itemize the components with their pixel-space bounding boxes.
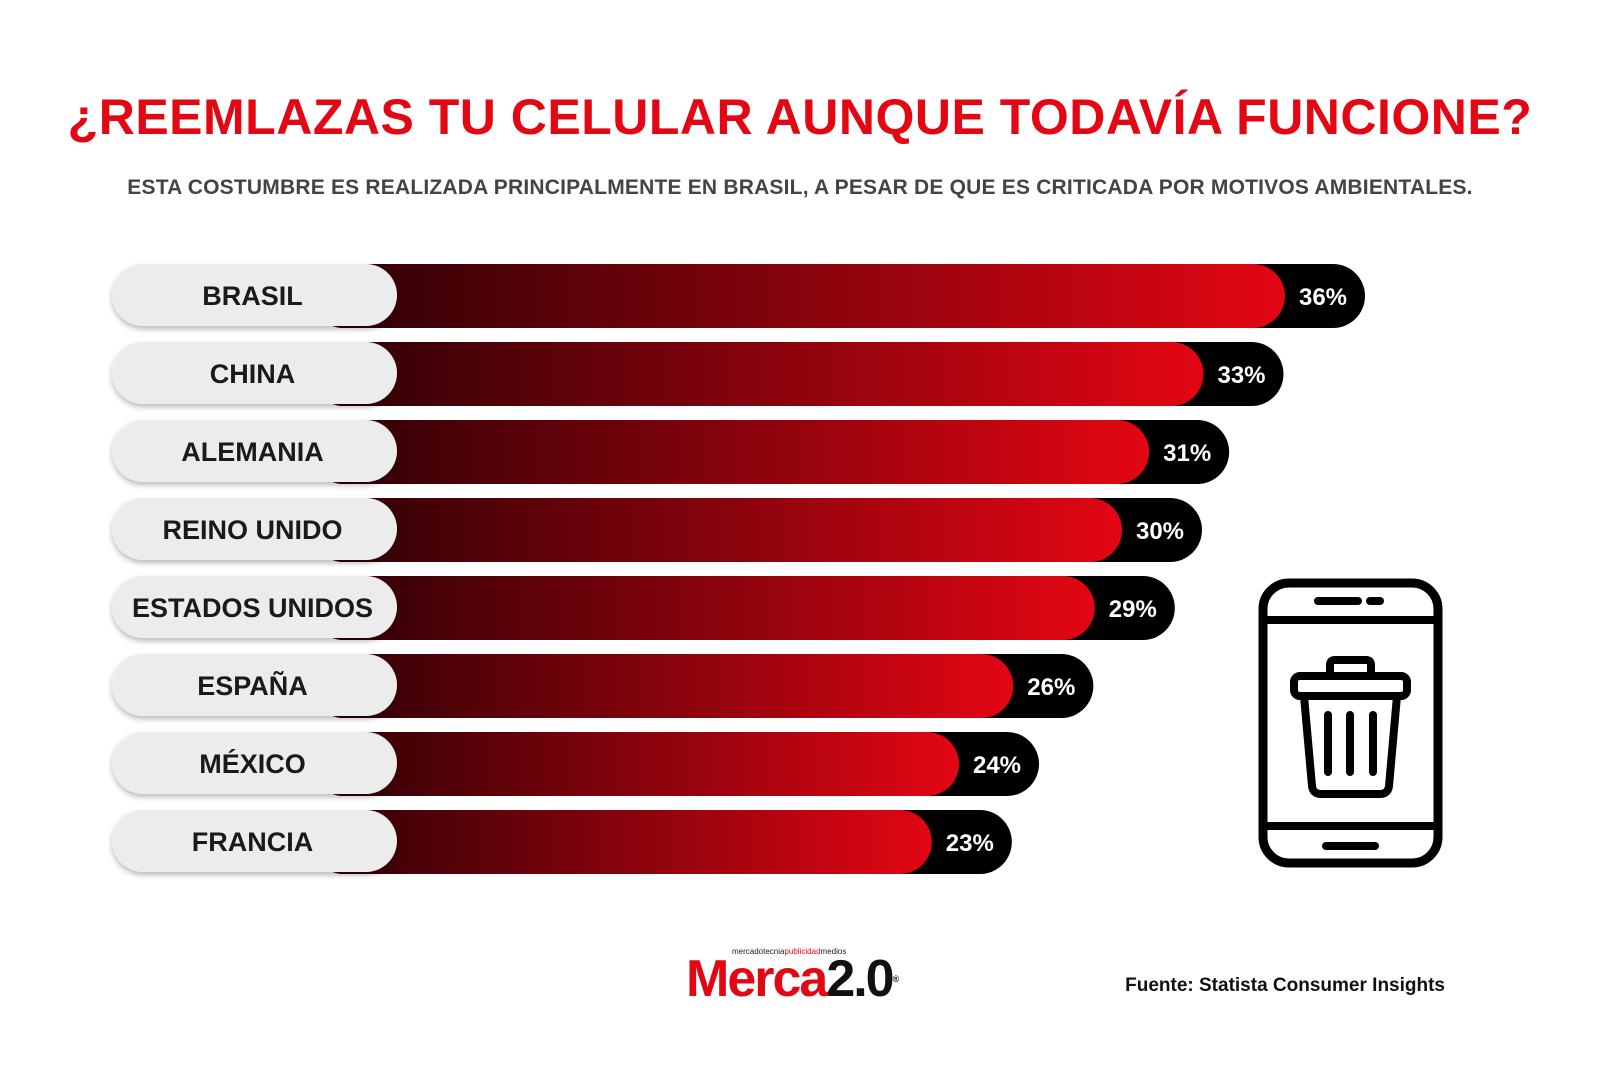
value-label: 29% bbox=[1109, 596, 1157, 623]
category-pill bbox=[112, 810, 397, 872]
bar-row: ESTADOS UNIDOS 29% bbox=[112, 576, 1175, 640]
bar bbox=[312, 264, 1285, 328]
category-pill bbox=[112, 498, 397, 560]
chart-subtitle: ESTA COSTUMBRE ES REALIZADA PRINCIPALMEN… bbox=[127, 176, 1473, 199]
category-label: BRASIL bbox=[202, 281, 303, 311]
category-label: ESPAÑA bbox=[197, 670, 308, 701]
bar-row: CHINA 33% bbox=[112, 342, 1284, 406]
category-label: MÉXICO bbox=[199, 748, 306, 779]
category-label: ESTADOS UNIDOS bbox=[132, 593, 373, 623]
bar bbox=[312, 654, 1014, 718]
source-note: Fuente: Statista Consumer Insights bbox=[1125, 975, 1445, 996]
bar-row: FRANCIA 23% bbox=[112, 810, 1012, 874]
value-label: 36% bbox=[1299, 284, 1347, 311]
value-label: 26% bbox=[1027, 674, 1075, 701]
bars-layer: BRASIL 36% CHINA 33% ALEMANIA 31% REINO UNIDO 3… bbox=[112, 264, 1365, 874]
category-pill bbox=[112, 654, 397, 716]
logo-wordmark: Merca2.0® bbox=[686, 950, 900, 1008]
bar bbox=[312, 576, 1095, 640]
bar-row: ALEMANIA 31% bbox=[112, 420, 1230, 484]
category-pill bbox=[112, 342, 397, 404]
category-pill bbox=[112, 420, 397, 482]
logo-tagline: mercadotecniapublicidadmedios bbox=[732, 947, 847, 956]
value-label: 33% bbox=[1217, 362, 1265, 389]
bar bbox=[312, 498, 1122, 562]
bar bbox=[312, 342, 1204, 406]
bar-row: REINO UNIDO 30% bbox=[112, 498, 1202, 562]
merca-logo: mercadotecniapublicidadmedios Merca2.0® bbox=[686, 947, 900, 1008]
category-pill bbox=[112, 732, 397, 794]
category-label: CHINA bbox=[210, 359, 296, 389]
bar bbox=[312, 732, 959, 796]
bar-row: BRASIL 36% bbox=[112, 264, 1365, 328]
category-label: ALEMANIA bbox=[181, 437, 324, 467]
category-pill bbox=[112, 576, 397, 638]
bar-chart: BRASIL 36% CHINA 33% ALEMANIA 31% REINO UNIDO 3… bbox=[112, 264, 1365, 874]
bar-row: MÉXICO 24% bbox=[112, 732, 1039, 796]
bar bbox=[312, 420, 1150, 484]
phone-trash-icon bbox=[1258, 578, 1443, 873]
bar bbox=[312, 810, 932, 874]
category-pill bbox=[112, 264, 397, 326]
category-label: REINO UNIDO bbox=[162, 515, 342, 545]
value-label: 31% bbox=[1163, 440, 1211, 467]
value-label: 30% bbox=[1136, 518, 1184, 545]
category-label: FRANCIA bbox=[192, 827, 314, 857]
chart-title: ¿REEMLAZAS TU CELULAR AUNQUE TODAVÍA FUN… bbox=[67, 89, 1533, 145]
value-label: 23% bbox=[946, 830, 994, 857]
bar-row: ESPAÑA 26% bbox=[112, 654, 1094, 718]
value-label: 24% bbox=[973, 752, 1021, 779]
